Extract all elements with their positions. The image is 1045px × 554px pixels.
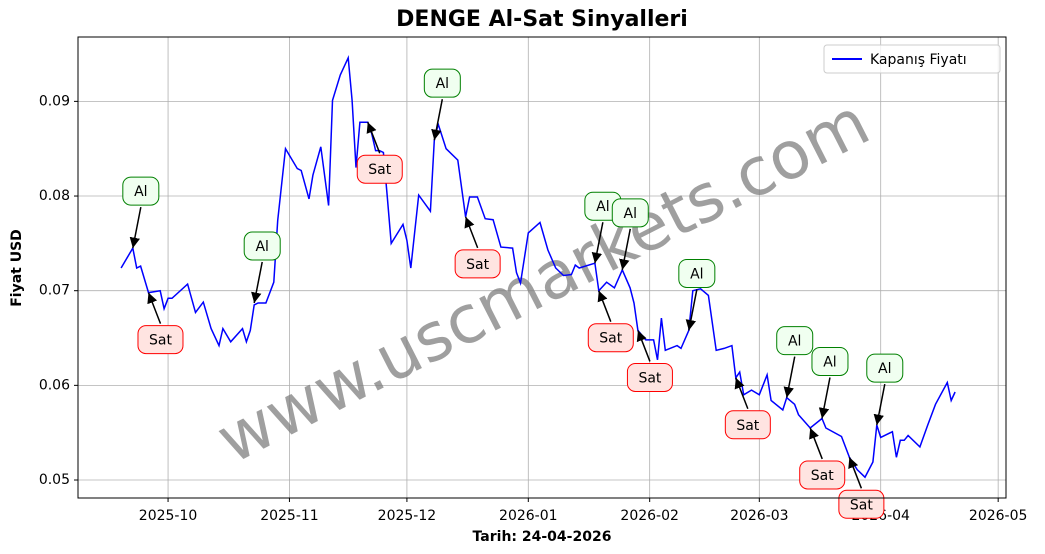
x-tick-label: 2026-03 xyxy=(730,508,789,524)
signal-annotation: Sat xyxy=(799,427,846,490)
signal-annotation: Al xyxy=(811,346,849,419)
signal-label: Al xyxy=(255,239,268,255)
signal-label: Al xyxy=(878,361,891,377)
signal-annotation: Sat xyxy=(626,330,673,392)
x-axis-label: Tarih: 24-04-2026 xyxy=(473,529,612,545)
signal-box xyxy=(454,249,501,279)
signal-label: Sat xyxy=(368,162,391,178)
signal-box xyxy=(866,353,904,383)
x-tick-label: 2025-10 xyxy=(139,508,198,524)
x-tick-label: 2026-02 xyxy=(620,508,679,524)
y-tick-label: 0.09 xyxy=(39,93,70,109)
signal-annotation: Al xyxy=(866,353,904,426)
signal-label: Sat xyxy=(599,331,622,347)
signal-box xyxy=(838,489,885,519)
x-tick-label: 2026-05 xyxy=(969,508,1028,524)
signal-box xyxy=(243,231,281,261)
signal-arrow xyxy=(685,289,698,331)
signal-annotation: Al xyxy=(678,258,716,331)
signal-annotation: Al xyxy=(611,198,649,271)
signal-annotation: Sat xyxy=(356,121,403,184)
signal-label: Al xyxy=(436,76,449,92)
signal-annotation: Al xyxy=(243,231,281,304)
y-axis-label: Fiyat USD xyxy=(9,229,25,307)
signal-label: Al xyxy=(690,266,703,282)
legend-box xyxy=(823,44,1001,74)
signal-arrow xyxy=(818,377,831,419)
signal-arrow xyxy=(251,261,263,304)
x-tick-label: 2025-11 xyxy=(260,508,319,524)
signal-arrow xyxy=(873,383,886,426)
signal-arrow xyxy=(129,206,142,249)
signal-label: Al xyxy=(134,184,147,200)
signal-arrow xyxy=(783,356,796,398)
signal-annotation: Sat xyxy=(838,457,885,519)
signal-label: Sat xyxy=(811,468,834,484)
signal-label: Al xyxy=(624,206,637,222)
signal-label: Sat xyxy=(466,257,489,273)
legend-label: Kapanış Fiyatı xyxy=(870,52,967,68)
signal-annotation: Sat xyxy=(587,290,634,353)
chart-title: DENGE Al-Sat Sinyalleri xyxy=(396,7,688,32)
signal-arrow xyxy=(619,228,632,271)
signal-box xyxy=(811,346,849,376)
signal-box xyxy=(776,326,814,356)
signal-arrow xyxy=(147,292,162,324)
signal-box xyxy=(678,258,716,288)
signal-annotation: Sat xyxy=(454,216,501,279)
x-tick-label: 2026-01 xyxy=(499,508,558,524)
signal-label: Sat xyxy=(149,333,172,349)
signal-arrow xyxy=(597,290,612,322)
signal-box xyxy=(137,325,184,355)
y-tick-label: 0.06 xyxy=(39,377,70,393)
signal-box xyxy=(626,362,673,392)
signal-annotation: Sat xyxy=(137,292,184,355)
signal-box xyxy=(122,176,160,206)
x-tick-label: 2025-12 xyxy=(378,508,437,524)
price-line xyxy=(120,54,956,479)
signal-box xyxy=(587,323,634,353)
signal-arrow xyxy=(591,222,604,264)
signal-box xyxy=(423,68,461,98)
signal-label: Sat xyxy=(736,418,759,434)
signal-annotation: Al xyxy=(122,176,160,249)
y-tick-label: 0.07 xyxy=(39,283,70,299)
signal-label: Al xyxy=(596,199,609,215)
signal-arrow xyxy=(848,457,863,489)
signal-arrow xyxy=(734,377,749,410)
signal-annotation: Sat xyxy=(724,377,771,440)
signal-arrow xyxy=(636,330,651,362)
signal-annotation: Al xyxy=(776,326,814,398)
y-tick-label: 0.05 xyxy=(39,472,70,488)
signal-arrow xyxy=(809,427,823,460)
signal-box xyxy=(799,460,846,490)
signal-box xyxy=(356,154,403,184)
signal-box xyxy=(724,410,771,440)
signal-label: Al xyxy=(823,354,836,370)
plot-frame xyxy=(77,36,1007,499)
watermark: www.uscmarkets.com xyxy=(205,83,881,478)
signal-label: Sat xyxy=(850,497,873,513)
signal-arrow xyxy=(366,121,381,154)
signal-arrow xyxy=(431,99,444,141)
signal-box xyxy=(611,198,649,228)
y-tick-label: 0.08 xyxy=(39,188,70,204)
signal-label: Sat xyxy=(638,370,661,386)
signal-label: Al xyxy=(788,334,801,350)
signal-annotation: Al xyxy=(423,68,461,141)
signal-arrow xyxy=(464,216,479,249)
